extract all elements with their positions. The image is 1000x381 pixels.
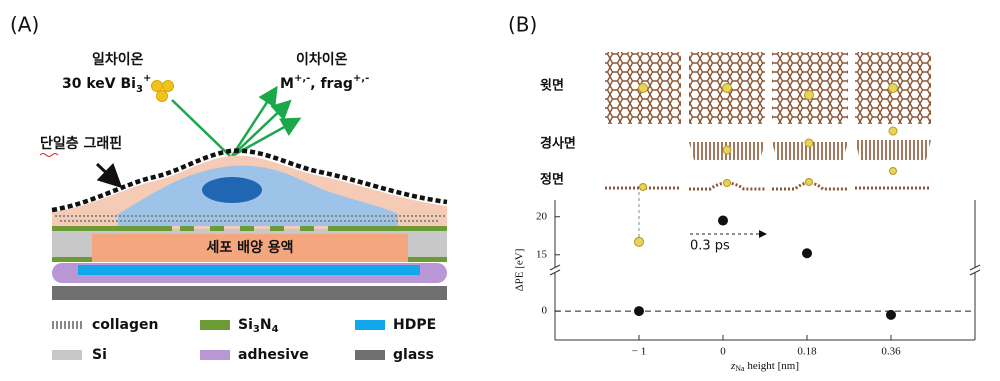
swatch <box>355 350 385 360</box>
text: +,- <box>353 73 369 84</box>
text: 3 <box>136 84 143 95</box>
primary-ion-energy: 30 keV Bi3+ <box>62 73 151 95</box>
point <box>718 215 728 226</box>
si3n4-layer <box>52 226 447 262</box>
text: z <box>730 360 736 372</box>
annotation: 0.3 ps <box>690 239 730 254</box>
secondary-ion-species: M+,-, frag+,- <box>280 73 369 92</box>
row-label: 경사면 <box>540 136 576 152</box>
point <box>886 309 896 320</box>
row-label: 정면 <box>540 172 564 188</box>
collagen <box>55 215 445 222</box>
text: Na <box>735 364 745 373</box>
graphene <box>51 148 448 213</box>
graphene-label: 단일층 그래핀 <box>40 135 122 152</box>
x-tick-label: − 1 <box>632 346 646 358</box>
y-tick-label: 15 <box>536 248 548 260</box>
text: Si <box>238 317 253 333</box>
axis-break <box>969 264 981 271</box>
panel-label: (B) <box>508 13 537 37</box>
pointer-arrow <box>95 162 123 189</box>
swatch <box>52 350 82 360</box>
legend-label: collagen <box>92 317 158 333</box>
legend-label: Si3N4 <box>238 317 279 335</box>
secondary-beams <box>230 85 302 158</box>
text: N <box>260 317 272 333</box>
ion-cluster <box>151 80 174 102</box>
point <box>634 306 644 317</box>
secondary-ion-title: 이차이온 <box>296 51 348 68</box>
panel-a: (A) 일차이온 30 keV Bi3+ 이차이온 M+,-, frag+,- … <box>10 13 448 363</box>
incident-beam <box>171 99 231 157</box>
axis-break-gap <box>969 267 981 273</box>
hdpe-layer <box>78 265 420 275</box>
legend-label: adhesive <box>238 347 309 363</box>
legend-label: glass <box>393 347 434 363</box>
legend: collagen Si3N4 HDPE Si adhesive glass <box>52 317 436 363</box>
text: 3 <box>253 324 260 335</box>
text: , frag <box>310 76 353 92</box>
text: 30 keV Bi <box>62 76 136 92</box>
solution-label: 세포 배양 용액 <box>206 239 293 256</box>
spell-underline <box>39 153 59 157</box>
primary-ion-title: 일차이온 <box>92 51 144 68</box>
x-tick-label: 0 <box>720 346 726 358</box>
swatch <box>200 350 230 360</box>
y-tick-label: 0 <box>542 305 548 317</box>
point <box>634 236 644 247</box>
x-axis-label: zNa height [nm] <box>730 360 799 373</box>
legend-label: HDPE <box>393 317 436 333</box>
text: 4 <box>272 324 279 335</box>
panel-label: (A) <box>10 13 39 37</box>
row-label: 윗면 <box>540 78 564 94</box>
solution <box>92 234 408 262</box>
text: + <box>143 73 151 84</box>
axis-break <box>969 269 981 276</box>
y-tick-label: 20 <box>536 210 548 222</box>
point <box>802 248 812 259</box>
text: M <box>280 76 294 92</box>
nucleus <box>202 177 262 203</box>
y-axis-label: ΔPE [eV] <box>514 249 526 292</box>
swatch <box>200 320 230 330</box>
text: height [nm] <box>745 360 799 372</box>
glass-layer <box>52 286 447 300</box>
structures <box>605 52 931 191</box>
x-tick-label: 0.18 <box>797 346 817 358</box>
axis-break <box>549 264 561 271</box>
axis-break <box>549 269 561 276</box>
legend-label: Si <box>92 347 107 363</box>
text: +,- <box>294 73 310 84</box>
axis-break-gap <box>549 267 561 273</box>
panel-b: (B) 윗면 경사면 정면 <box>508 13 931 191</box>
swatch <box>355 320 385 330</box>
x-tick-label: 0.36 <box>881 346 901 358</box>
